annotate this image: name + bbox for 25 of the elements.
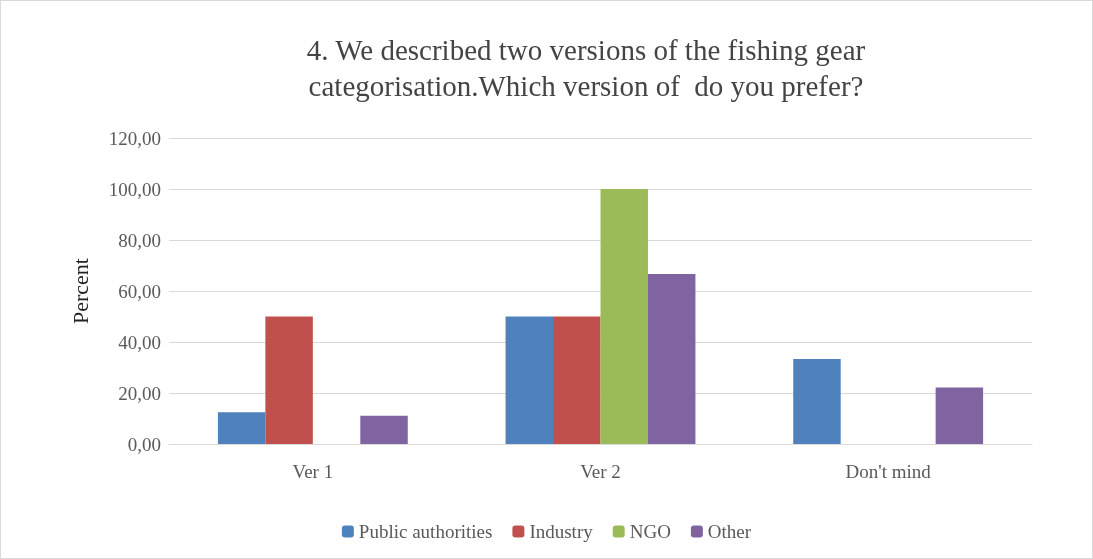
y-tick-label: 20,00 xyxy=(118,382,161,404)
bar xyxy=(505,316,554,444)
bar xyxy=(360,415,408,444)
y-axis-title: Percent xyxy=(67,258,93,324)
bar xyxy=(217,412,266,444)
legend-label: NGO xyxy=(629,521,671,542)
y-tick-label: 80,00 xyxy=(118,229,161,251)
x-tick-label: Ver 2 xyxy=(580,461,621,482)
y-tick-label: 120,00 xyxy=(108,127,161,149)
x-tick-label: Don't mind xyxy=(845,461,932,482)
y-tick-label: 0,00 xyxy=(127,433,161,455)
x-tick-label: Ver 1 xyxy=(292,461,334,482)
y-tick-label: 40,00 xyxy=(118,331,161,353)
bar xyxy=(265,316,313,444)
bar xyxy=(600,189,648,444)
bar xyxy=(793,359,841,444)
bar xyxy=(647,273,696,444)
y-tick-label: 100,00 xyxy=(108,178,161,200)
legend-label: Public authorities xyxy=(358,521,493,542)
bar xyxy=(935,387,984,444)
legend-label: Industry xyxy=(529,521,594,542)
chart-title: 4. We described two versions of the fishing gear categorisation.Which version of do you prefer? xyxy=(306,34,866,102)
bar xyxy=(553,316,601,444)
legend-label: Other xyxy=(707,521,752,542)
y-tick-label: 60,00 xyxy=(118,280,161,302)
